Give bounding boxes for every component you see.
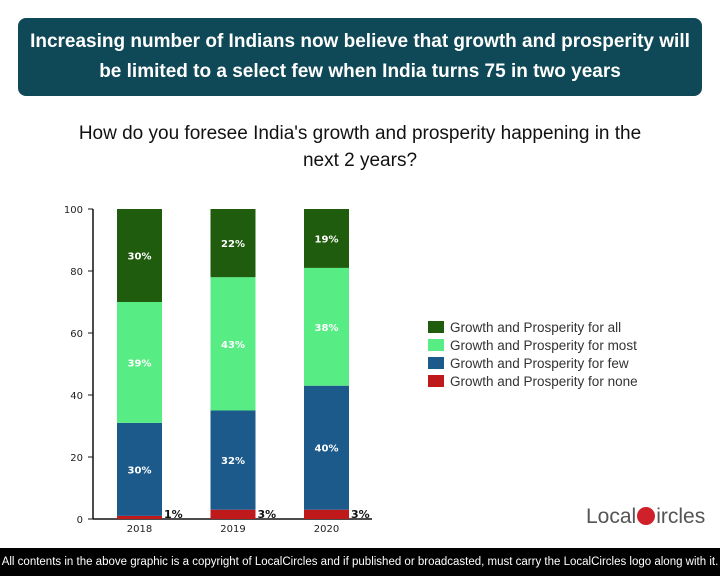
data-label: 32% (221, 456, 245, 467)
legend-swatch (428, 357, 444, 369)
bar-segment (117, 422, 162, 516)
y-tick-label: 100 (64, 205, 83, 216)
legend-item: Growth and Prosperity for few (428, 354, 638, 372)
headline: Increasing number of Indians now believe… (30, 31, 690, 82)
y-tick-label: 80 (70, 267, 83, 278)
legend: Growth and Prosperity for all Growth and … (428, 318, 638, 390)
data-label: 3% (351, 508, 370, 521)
data-label: 30% (128, 465, 152, 476)
y-tick-label: 0 (77, 515, 83, 526)
data-label: 22% (221, 239, 245, 250)
legend-swatch (428, 339, 444, 351)
legend-label: Growth and Prosperity for all (450, 319, 622, 335)
data-label: 30% (128, 252, 152, 263)
y-tick-label: 60 (70, 329, 83, 340)
legend-item: Growth and Prosperity for most (428, 336, 638, 354)
bar-segment (304, 267, 349, 386)
data-label: 19% (315, 234, 339, 245)
headline-banner: Increasing number of Indians now believe… (18, 18, 702, 96)
bar-segment (210, 277, 256, 411)
legend-swatch (428, 321, 444, 333)
legend-label: Growth and Prosperity for few (450, 355, 629, 371)
y-tick-label: 20 (70, 453, 83, 464)
data-label: 43% (221, 340, 245, 351)
localcircles-logo: Local ircles (586, 505, 706, 528)
x-tick-label: 2018 (127, 524, 152, 535)
legend-swatch (428, 375, 444, 387)
bar-segment (210, 509, 256, 519)
data-label: 39% (128, 358, 152, 369)
data-label: 40% (315, 444, 339, 455)
chart-title: How do you foresee India's growth and pr… (78, 123, 642, 171)
bar-segment (304, 509, 349, 519)
data-label: 3% (258, 508, 277, 521)
legend-item: Growth and Prosperity for none (428, 372, 638, 390)
bar-segment (117, 515, 162, 519)
data-label: 1% (164, 508, 183, 521)
bar-segment (210, 410, 256, 510)
legend-item: Growth and Prosperity for all (428, 318, 638, 336)
bar-segment (304, 209, 349, 268)
bar-segment (304, 385, 349, 510)
y-tick-label: 40 (70, 391, 83, 402)
bar-segment (117, 302, 162, 423)
bar-segment (210, 209, 256, 278)
bar-segment (117, 209, 162, 302)
legend-label: Growth and Prosperity for most (450, 337, 637, 353)
data-label: 38% (315, 323, 339, 334)
x-tick-label: 2019 (220, 524, 245, 535)
x-tick-label: 2020 (314, 524, 339, 535)
legend-label: Growth and Prosperity for none (450, 373, 638, 389)
copyright-footer: All contents in the above graphic is a c… (0, 548, 720, 576)
stacked-bar-chart: 0 20 40 60 80 100 2018 1% 30% 39% 30% 2019 3% 32% 43% 2… (64, 205, 372, 535)
